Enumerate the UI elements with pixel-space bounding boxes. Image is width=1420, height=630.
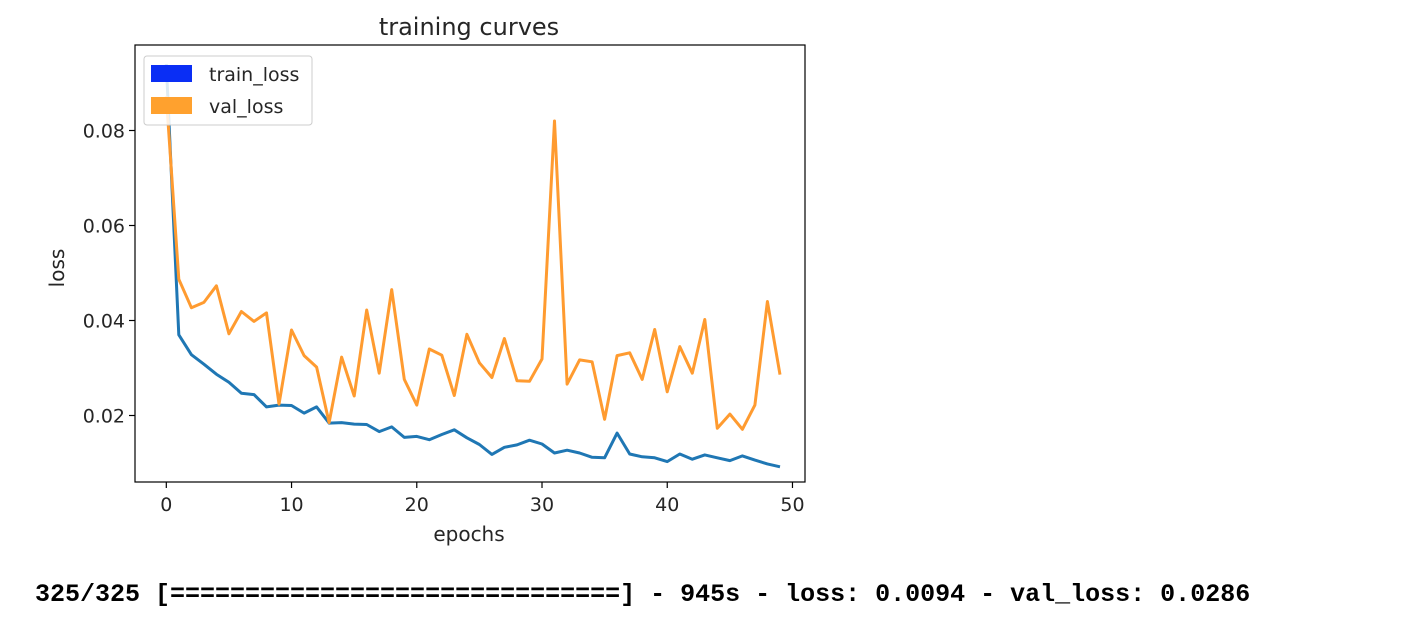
x-tick-label: 50 <box>780 494 804 516</box>
x-axis-label: epochs <box>433 522 504 546</box>
series-line-val-loss <box>164 96 782 431</box>
x-tick-label: 40 <box>655 494 679 516</box>
x-tick-label: 20 <box>405 494 429 516</box>
legend: train_loss val_loss <box>143 55 313 126</box>
x-tick-label: 10 <box>279 494 303 516</box>
chart-title: training curves <box>379 13 559 41</box>
legend-label-val-loss: val_loss <box>209 96 283 118</box>
plot-lines <box>164 63 782 469</box>
y-tick-label: 0.06 <box>83 216 125 238</box>
legend-swatch-train-loss <box>151 65 192 82</box>
y-tick-label: 0.02 <box>83 406 125 428</box>
y-axis-label: loss <box>45 249 69 288</box>
x-axis-ticks: 0 10 20 30 40 50 <box>160 482 805 516</box>
legend-label-train-loss: train_loss <box>209 64 299 86</box>
x-tick-label: 30 <box>530 494 554 516</box>
y-tick-label: 0.08 <box>83 121 125 143</box>
training-progress-log: 325/325 [==============================]… <box>35 580 1251 609</box>
y-tick-label: 0.04 <box>83 311 125 333</box>
legend-swatch-val-loss <box>151 97 192 114</box>
plot-frame <box>134 44 806 483</box>
y-axis-ticks: 0.02 0.04 0.06 0.08 <box>83 121 135 428</box>
x-tick-label: 0 <box>160 494 172 516</box>
series-line-train-loss <box>164 63 781 469</box>
